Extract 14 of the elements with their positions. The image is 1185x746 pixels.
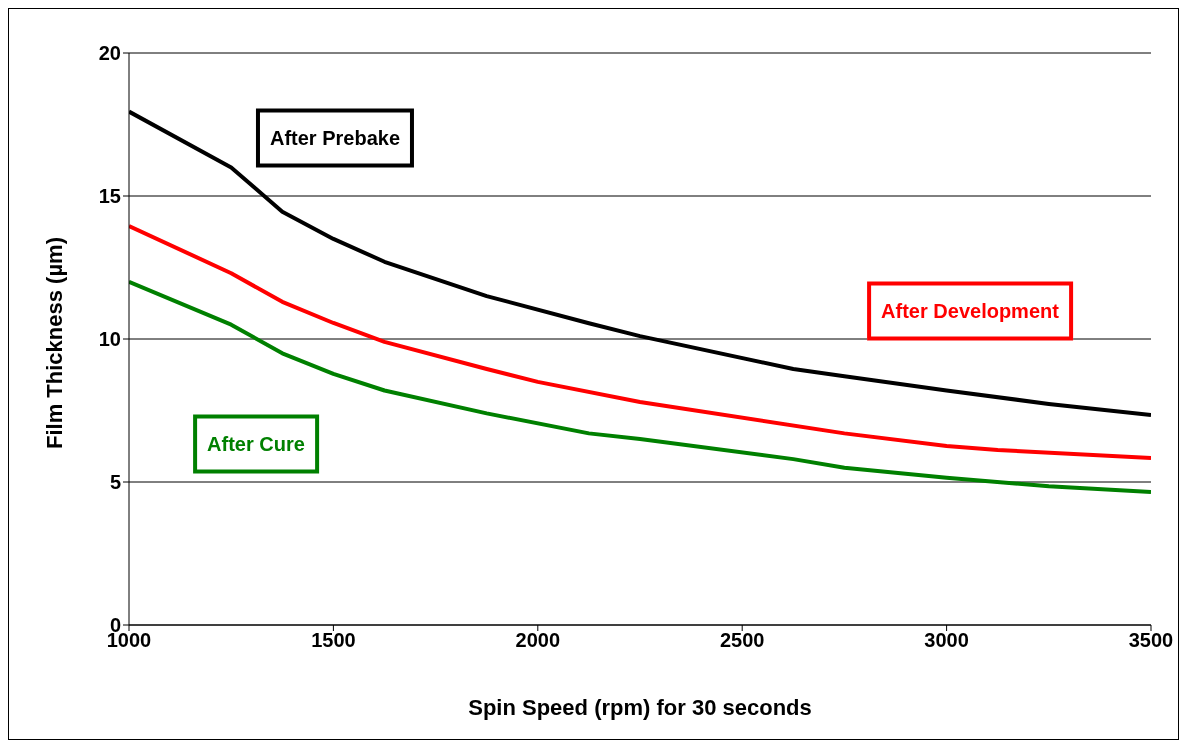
y-tick-label: 5: [109, 471, 121, 494]
x-tick-label: 2000: [515, 629, 561, 652]
x-axis-title: Spin Speed (rpm) for 30 seconds: [467, 695, 813, 721]
text: After Cure: [193, 414, 319, 474]
y-axis-title: Film Thickness (µm): [42, 237, 68, 449]
x-tick-label: 1500: [311, 629, 356, 652]
series-label: After Prebake: [255, 108, 415, 168]
x-tick-label: 2500: [719, 629, 765, 652]
text: After Development: [867, 281, 1073, 341]
y-tick-label: 20: [98, 42, 121, 65]
y-tick-label: 15: [98, 185, 121, 208]
y-tick-label: 10: [98, 328, 121, 351]
x-tick-label: 3500: [1128, 629, 1174, 652]
x-tick-label: 3000: [924, 629, 969, 652]
